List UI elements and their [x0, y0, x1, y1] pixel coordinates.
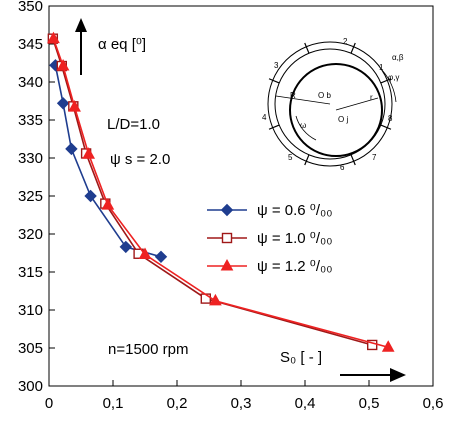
inset-label-omega: ω	[300, 121, 306, 130]
angle-arrow	[381, 69, 397, 103]
y-tick-label: 315	[18, 264, 43, 281]
inset-label-r: r	[370, 93, 373, 102]
inset-label-3: 3	[274, 61, 279, 70]
x-tick-label: 0	[45, 395, 53, 412]
journal-circle	[289, 63, 383, 157]
triangle-marker	[101, 198, 115, 210]
x-tick-label: 0,3	[231, 395, 252, 412]
bearing-outer-circle	[267, 41, 393, 167]
inset-label-8: 8	[388, 114, 393, 123]
diamond-marker	[220, 203, 234, 217]
x-tick-label: 0,6	[423, 395, 444, 412]
series-line	[54, 65, 162, 258]
legend: ψ = 0.6 ⁰/₀₀ ψ = 1.0 ⁰/₀₀ ψ = 1.2 ⁰/₀₀	[207, 202, 332, 275]
y-tick-label: 345	[18, 36, 43, 53]
x-tick-label: 0,5	[359, 395, 380, 412]
pad-divider	[304, 42, 310, 54]
inset-label-R: R	[290, 91, 296, 100]
series-3	[47, 31, 395, 352]
pad-divider	[304, 154, 310, 166]
series-line	[52, 38, 373, 346]
x-axis-label-group: S₀ [ - ]	[280, 349, 406, 382]
inset-label-7: 7	[372, 153, 377, 162]
triangle-marker	[381, 340, 395, 352]
annotation-psi-s: ψ s = 2.0	[110, 151, 170, 168]
inset-label-phi-gamma: φ,γ	[388, 73, 399, 82]
diamond-marker	[56, 97, 70, 110]
diamond-marker	[65, 142, 78, 156]
y-axis-label-group: α eq [⁰]	[75, 18, 146, 75]
y-tick-label: 310	[18, 302, 43, 319]
inset-label-4: 4	[262, 113, 267, 122]
triangle-marker	[209, 293, 222, 306]
bearing-pads	[268, 42, 392, 166]
triangle-marker	[82, 147, 96, 159]
y-tick-label: 350	[18, 0, 43, 15]
diamond-marker	[154, 250, 168, 264]
x-tick-label: 0,4	[295, 395, 316, 412]
pad-divider	[350, 42, 356, 54]
y-axis-label: α eq [⁰]	[98, 36, 146, 53]
square-marker	[221, 232, 233, 244]
legend-label: ψ = 0.6 ⁰/₀₀	[257, 202, 332, 219]
pad-divider	[380, 124, 392, 130]
triangle-marker	[56, 59, 70, 71]
y-tick-label: 325	[18, 188, 43, 205]
x-ticks: 0 0,1 0,2 0,3 0,4 0,5 0,6	[45, 380, 444, 412]
radius-r	[335, 97, 379, 111]
x-tick-label: 0,1	[103, 395, 124, 412]
inset-label-1: 1	[379, 63, 384, 72]
inset-label-5: 5	[288, 153, 293, 162]
rotation-arrow	[295, 115, 317, 141]
triangle-marker	[220, 258, 234, 271]
legend-item: ψ = 0.6 ⁰/₀₀	[207, 202, 332, 219]
y-ticks: 300 305 310 315 320 325 330 335 340 345 350	[18, 0, 55, 395]
y-axis-arrowhead	[75, 18, 87, 32]
radius-R	[275, 95, 331, 105]
legend-label: ψ = 1.2 ⁰/₀₀	[257, 258, 332, 275]
inset-label-6: 6	[340, 163, 345, 172]
diamond-marker	[119, 240, 133, 254]
bearing-diagram: 2 3 1 4 8 5 6 7 α,β φ,γ R r O b O j ω	[262, 37, 404, 172]
pad-divider	[268, 78, 280, 84]
y-tick-label: 330	[18, 150, 43, 167]
x-axis-arrowhead	[390, 368, 406, 382]
y-tick-label: 320	[18, 226, 43, 243]
diamond-marker	[84, 189, 97, 203]
pad-divider	[380, 78, 392, 84]
pad-divider	[350, 154, 356, 166]
inset-label-alpha-beta: α,β	[392, 53, 404, 62]
triangle-marker	[47, 31, 60, 44]
triangle-marker	[68, 100, 81, 112]
triangle-marker	[138, 247, 152, 260]
y-tick-label: 335	[18, 112, 43, 129]
legend-item: ψ = 1.2 ⁰/₀₀	[207, 258, 332, 275]
y-tick-label: 340	[18, 74, 43, 91]
legend-item: ψ = 1.0 ⁰/₀₀	[207, 230, 332, 247]
y-tick-label: 300	[18, 378, 43, 395]
series-line	[52, 38, 389, 349]
inset-label-Ob: O b	[318, 91, 331, 100]
annotation-rpm: n=1500 rpm	[108, 341, 188, 358]
bearing-housing-circle	[274, 48, 386, 160]
inset-label-2: 2	[343, 37, 348, 46]
legend-label: ψ = 1.0 ⁰/₀₀	[257, 230, 332, 247]
y-tick-label: 305	[18, 340, 43, 357]
annotation-ld: L/D=1.0	[107, 116, 160, 133]
x-tick-label: 0,2	[167, 395, 188, 412]
pad-divider	[268, 124, 280, 130]
inset-label-Oj: O j	[338, 115, 348, 124]
series-layer	[47, 31, 395, 352]
plot-area	[48, 5, 434, 387]
x-axis-label: S₀ [ - ]	[280, 349, 322, 366]
